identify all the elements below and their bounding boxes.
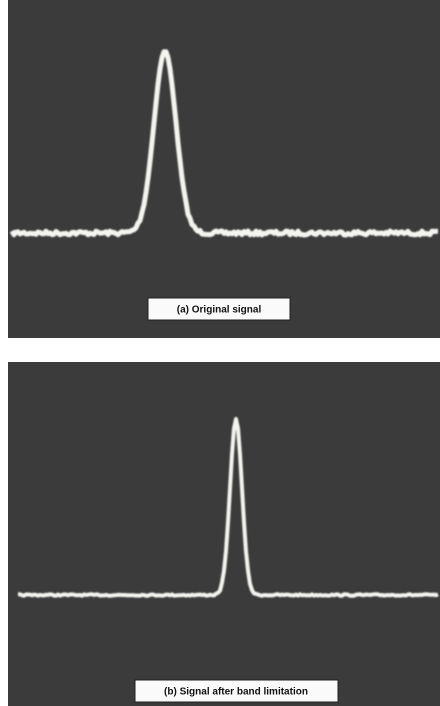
panel-a-background bbox=[8, 0, 440, 338]
trace-a bbox=[9, 49, 439, 238]
caption-a: (a) Original signal bbox=[177, 305, 262, 316]
panel-b-background bbox=[8, 362, 440, 706]
caption-box-a bbox=[147, 297, 291, 321]
trace-b bbox=[17, 417, 439, 598]
caption-b: (b) Signal after band limitation bbox=[164, 687, 308, 698]
caption-box-b bbox=[134, 679, 339, 703]
